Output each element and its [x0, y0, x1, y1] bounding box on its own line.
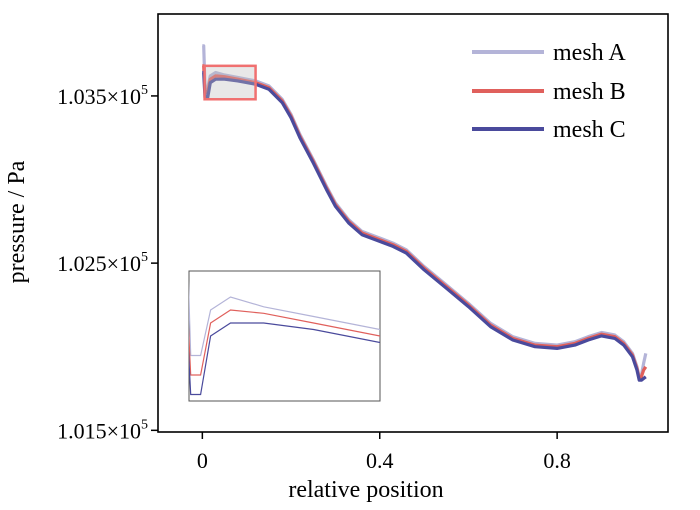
- y-tick-label: 1.035×105: [57, 83, 148, 109]
- y-axis-title: pressure / Pa: [4, 160, 30, 283]
- x-tick-label: 0.4: [366, 448, 394, 473]
- inset-layer: [189, 280, 380, 396]
- plot-frame: [157, 13, 669, 433]
- series-line-mesh-c: [202, 70, 647, 382]
- legend-label-mesh-a: mesh A: [553, 40, 626, 66]
- legend: mesh A mesh B mesh C: [472, 40, 626, 143]
- x-axis-title: relative position: [288, 477, 443, 503]
- legend-label-mesh-c: mesh C: [553, 117, 626, 143]
- legend-label-mesh-b: mesh B: [553, 79, 626, 105]
- inset-line-mesh-b: [189, 309, 380, 376]
- y-tick-label: 1.025×105: [57, 250, 148, 276]
- zoom-box: [203, 64, 257, 101]
- x-tick-label: 0: [197, 448, 208, 473]
- x-tick-label: 0.8: [543, 448, 571, 473]
- inset-frame: [188, 270, 381, 402]
- ticks-layer: 0 0.4 0.8 1.015×105 1.025×105 1.035×105: [57, 83, 571, 473]
- y-tick-label: 1.015×105: [57, 417, 148, 443]
- inset-line-mesh-a: [189, 280, 380, 357]
- inset-line-mesh-c: [189, 322, 380, 396]
- series-layer: [202, 44, 648, 382]
